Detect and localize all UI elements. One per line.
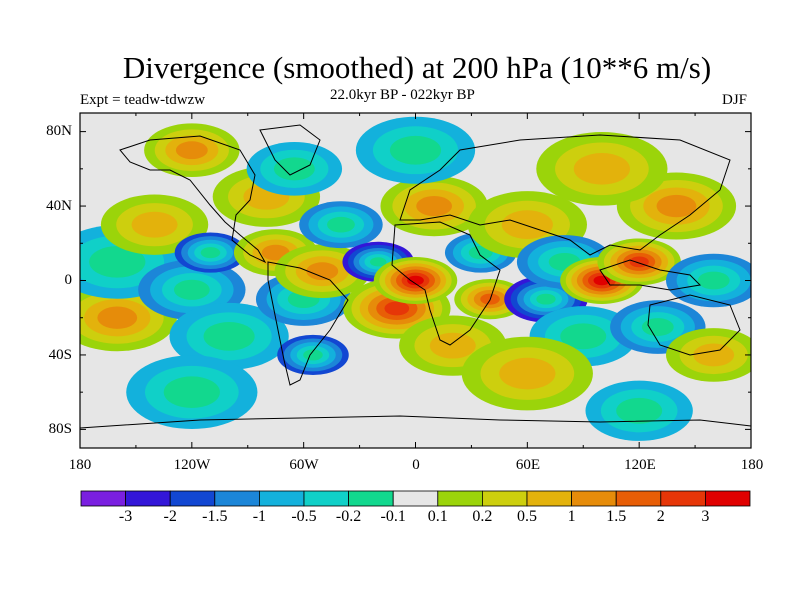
colorbar-swatch (526, 490, 572, 507)
divergence-blob (573, 153, 631, 185)
colorbar-swatch (258, 490, 305, 507)
coastline-africa (391, 221, 501, 346)
colorbar-swatch (214, 490, 260, 507)
colorbar-label: 2 (656, 508, 665, 525)
colorbar-label: -3 (118, 508, 133, 525)
divergence-blob (641, 318, 674, 336)
divergence-blob (303, 349, 323, 361)
colorbar-label: 0.2 (472, 508, 493, 525)
y-tick-label-40n: 40N (46, 198, 72, 214)
divergence-blob (384, 301, 410, 316)
coastline-antarctica (80, 415, 751, 429)
divergence-blob (97, 306, 138, 329)
figure-title: Divergence (smoothed) at 200 hPa (10**6 … (122, 50, 712, 85)
y-tick-label-0: 0 (64, 272, 73, 288)
coastlines (80, 124, 751, 429)
x-tick-label-180e: 180 (740, 457, 764, 473)
colorbar-label: -2 (163, 508, 177, 525)
coastline-eurasia (399, 134, 731, 256)
season-label: DJF (722, 92, 748, 108)
divergence-blob (273, 157, 315, 181)
divergence-blob (407, 275, 424, 286)
divergence-blob (593, 275, 611, 286)
divergence-blob (501, 210, 553, 240)
coastline-north-america (119, 135, 267, 264)
colorbar-swatch (571, 490, 617, 507)
divergence-blob (175, 141, 208, 160)
divergence-blob (203, 321, 255, 351)
divergence-blob (536, 293, 556, 305)
axis-ticks (79, 113, 752, 448)
colorbar (80, 490, 751, 507)
colorbar-swatch (303, 490, 349, 507)
colorbar-label: -1 (252, 508, 267, 525)
colorbar-label: 0.5 (517, 508, 537, 525)
divergence-blob (163, 376, 220, 408)
colorbar-swatch (437, 490, 483, 507)
divergence-blob (656, 194, 697, 218)
x-tick-label-120w: 120W (173, 457, 211, 473)
divergence-blob (89, 246, 146, 278)
coastline-south-america (267, 261, 349, 386)
divergence-blob (416, 196, 453, 217)
colorbar-swatch (80, 490, 126, 507)
colorbar-swatch (125, 490, 171, 507)
x-tick-label-60e: 60E (515, 457, 541, 473)
colorbar-label: 1.5 (606, 508, 627, 525)
colorbar-swatch (392, 490, 439, 507)
colorbar-label: 3 (701, 508, 710, 525)
divergence-field (80, 116, 751, 441)
colorbar-label: -0.2 (335, 508, 362, 525)
period-label: 22.0kyr BP - 022kyr BP (330, 87, 475, 103)
coastline-australia (647, 294, 741, 356)
y-tick-label-40s: 40S (48, 347, 72, 363)
experiment-label: Expt = teadw-tdwzw (80, 92, 206, 108)
divergence-blob (369, 257, 387, 267)
divergence-blob (131, 211, 178, 238)
colorbar-swatch (705, 490, 751, 507)
divergence-blob (389, 135, 442, 165)
divergence-blob (697, 271, 730, 290)
y-tick-label-80s: 80S (48, 421, 72, 437)
divergence-blob (499, 357, 556, 390)
divergence-blob (693, 343, 735, 367)
colorbar-label: 0.1 (427, 508, 448, 525)
colorbar-label: -0.5 (291, 508, 317, 525)
divergence-blob (429, 332, 476, 359)
x-tick-label-60w: 60W (289, 457, 319, 473)
colorbar-swatch (660, 490, 706, 507)
coastline-southeast-asia (599, 259, 702, 291)
divergence-blob (200, 247, 221, 259)
divergence-blob (327, 216, 355, 233)
x-tick-label-180w: 180 (68, 457, 92, 473)
colorbar-swatch (481, 490, 528, 507)
colorbar-swatch (615, 490, 662, 507)
divergence-blob (173, 279, 210, 300)
y-tick-label-80n: 80N (46, 123, 72, 139)
colorbar-label: 1 (567, 508, 576, 525)
colorbar-swatch (348, 490, 394, 507)
x-tick-label-120e: 120E (624, 457, 656, 473)
divergence-blob (468, 245, 493, 260)
divergence-blob (560, 323, 607, 350)
divergence-blob (616, 397, 663, 424)
colorbar-label: -1.5 (202, 508, 228, 525)
x-tick-label-0: 0 (412, 457, 420, 473)
coastline-greenland (259, 124, 321, 176)
colorbar-swatch (169, 490, 216, 507)
divergence-blob (306, 262, 339, 281)
colorbar-label: -0.1 (380, 508, 406, 525)
